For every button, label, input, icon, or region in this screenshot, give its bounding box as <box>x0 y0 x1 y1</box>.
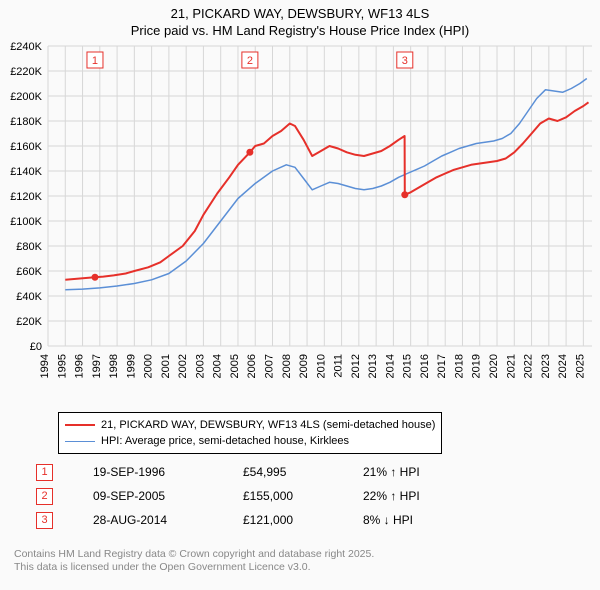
svg-text:£140K: £140K <box>10 166 42 178</box>
sale-marker-2: 2 <box>36 488 53 505</box>
title-line1: 21, PICKARD WAY, DEWSBURY, WF13 4LS <box>0 6 600 21</box>
svg-text:£200K: £200K <box>10 91 42 103</box>
chart-titles: 21, PICKARD WAY, DEWSBURY, WF13 4LS Pric… <box>0 0 600 38</box>
sales-table: 1 19-SEP-1996 £54,995 21% ↑ HPI 2 09-SEP… <box>36 460 483 532</box>
svg-text:2006: 2006 <box>246 354 258 378</box>
sales-row: 2 09-SEP-2005 £155,000 22% ↑ HPI <box>36 484 483 508</box>
svg-text:£100K: £100K <box>10 216 42 228</box>
svg-text:2003: 2003 <box>194 354 206 378</box>
svg-text:2023: 2023 <box>540 354 552 378</box>
line-chart-svg: £0 £20K £40K £60K £80K £100K £120K £140K £160K £1… <box>0 38 600 408</box>
svg-text:2019: 2019 <box>471 354 483 378</box>
svg-text:£60K: £60K <box>16 266 42 278</box>
svg-text:2005: 2005 <box>229 354 241 378</box>
sale-date: 28-AUG-2014 <box>93 513 243 527</box>
sale-diff: 21% ↑ HPI <box>363 465 483 479</box>
svg-text:2001: 2001 <box>160 354 172 378</box>
svg-text:2014: 2014 <box>384 354 396 378</box>
svg-text:2015: 2015 <box>402 354 414 378</box>
svg-text:1999: 1999 <box>125 354 137 378</box>
footer-attribution: Contains HM Land Registry data © Crown c… <box>14 548 374 574</box>
svg-text:1998: 1998 <box>108 354 120 378</box>
svg-text:1995: 1995 <box>56 354 68 378</box>
svg-text:2007: 2007 <box>264 354 276 378</box>
svg-text:1996: 1996 <box>74 354 86 378</box>
svg-text:2010: 2010 <box>315 354 327 378</box>
svg-text:£120K: £120K <box>10 191 42 203</box>
svg-text:2000: 2000 <box>143 354 155 378</box>
svg-text:2009: 2009 <box>298 354 310 378</box>
sales-row: 3 28-AUG-2014 £121,000 8% ↓ HPI <box>36 508 483 532</box>
svg-text:2024: 2024 <box>557 354 569 378</box>
legend-box: 21, PICKARD WAY, DEWSBURY, WF13 4LS (sem… <box>58 412 442 454</box>
svg-text:2016: 2016 <box>419 354 431 378</box>
svg-text:2025: 2025 <box>574 354 586 378</box>
svg-text:£160K: £160K <box>10 141 42 153</box>
sale-price: £54,995 <box>243 465 363 479</box>
sale-diff: 8% ↓ HPI <box>363 513 483 527</box>
svg-text:2008: 2008 <box>281 354 293 378</box>
svg-text:2018: 2018 <box>453 354 465 378</box>
footer-line1: Contains HM Land Registry data © Crown c… <box>14 548 374 561</box>
svg-text:2017: 2017 <box>436 354 448 378</box>
legend-label-1: HPI: Average price, semi-detached house,… <box>101 433 349 449</box>
svg-text:2004: 2004 <box>212 354 224 378</box>
svg-text:£40K: £40K <box>16 291 42 303</box>
sale-marker-1: 1 <box>36 464 53 481</box>
sale-date: 19-SEP-1996 <box>93 465 243 479</box>
sale-diff: 22% ↑ HPI <box>363 489 483 503</box>
sale-marker-3: 3 <box>36 512 53 529</box>
legend-label-0: 21, PICKARD WAY, DEWSBURY, WF13 4LS (sem… <box>101 417 435 433</box>
svg-text:1: 1 <box>92 55 98 67</box>
svg-text:2021: 2021 <box>505 354 517 378</box>
svg-text:£240K: £240K <box>10 41 42 53</box>
svg-text:2002: 2002 <box>177 354 189 378</box>
svg-text:2020: 2020 <box>488 354 500 378</box>
svg-text:2022: 2022 <box>523 354 535 378</box>
sale-price: £155,000 <box>243 489 363 503</box>
sales-row: 1 19-SEP-1996 £54,995 21% ↑ HPI <box>36 460 483 484</box>
svg-text:2: 2 <box>247 55 253 67</box>
legend-row: HPI: Average price, semi-detached house,… <box>65 433 435 449</box>
svg-text:£180K: £180K <box>10 116 42 128</box>
svg-text:£80K: £80K <box>16 241 42 253</box>
svg-text:2013: 2013 <box>367 354 379 378</box>
chart-area: £0 £20K £40K £60K £80K £100K £120K £140K £160K £1… <box>0 38 600 408</box>
legend-swatch-0 <box>65 424 95 426</box>
legend-swatch-1 <box>65 441 95 442</box>
sale-price: £121,000 <box>243 513 363 527</box>
svg-text:£220K: £220K <box>10 66 42 78</box>
svg-text:2011: 2011 <box>333 354 345 378</box>
svg-text:£0: £0 <box>30 341 42 353</box>
svg-text:1994: 1994 <box>39 354 51 378</box>
svg-text:£20K: £20K <box>16 316 42 328</box>
footer-line2: This data is licensed under the Open Gov… <box>14 561 374 574</box>
svg-text:2012: 2012 <box>350 354 362 378</box>
legend-row: 21, PICKARD WAY, DEWSBURY, WF13 4LS (sem… <box>65 417 435 433</box>
sale-date: 09-SEP-2005 <box>93 489 243 503</box>
svg-text:3: 3 <box>402 55 408 67</box>
svg-text:1997: 1997 <box>91 354 103 378</box>
title-line2: Price paid vs. HM Land Registry's House … <box>0 23 600 38</box>
